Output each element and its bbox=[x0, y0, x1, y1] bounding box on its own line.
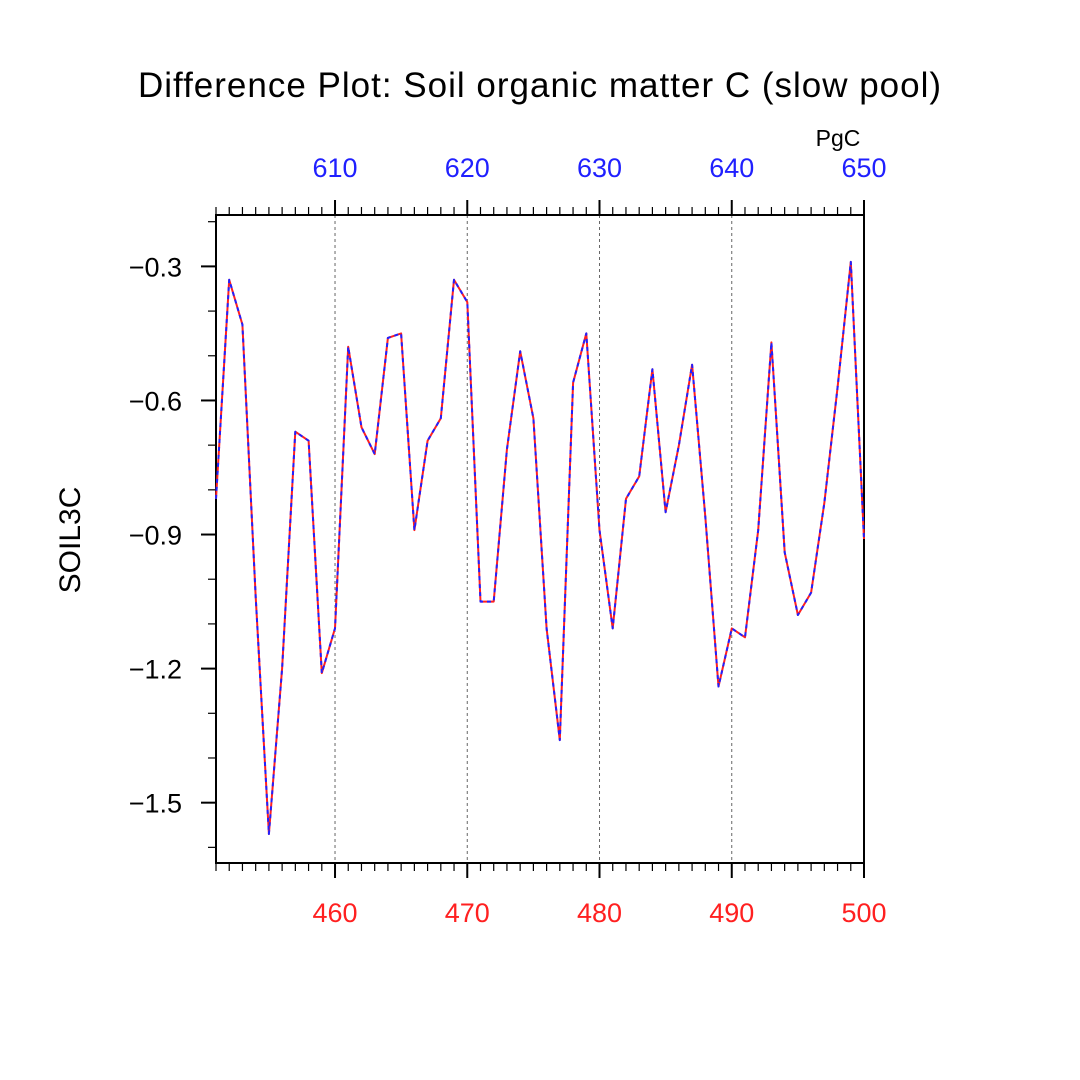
top-axis-unit: PgC bbox=[816, 125, 861, 151]
x-top-tick-label: 650 bbox=[841, 153, 886, 183]
x-top-tick-label: 620 bbox=[445, 153, 490, 183]
y-tick-label: −1.2 bbox=[129, 655, 182, 685]
y-axis-label: SOIL3C bbox=[54, 487, 87, 594]
y-tick-label: −0.3 bbox=[129, 252, 182, 282]
x-tick-label: 480 bbox=[577, 898, 622, 928]
series-line-bottom-axis bbox=[215, 260, 865, 835]
x-tick-label: 500 bbox=[841, 898, 886, 928]
y-tick-label: −0.6 bbox=[129, 386, 182, 416]
series-lines bbox=[215, 260, 865, 835]
axes bbox=[201, 200, 865, 878]
x-top-tick-label: 610 bbox=[312, 153, 357, 183]
x-top-tick-label: 640 bbox=[709, 153, 754, 183]
y-tick-label: −0.9 bbox=[129, 521, 182, 551]
chart-title: Difference Plot: Soil organic matter C (… bbox=[138, 66, 942, 105]
series-line-top-axis bbox=[215, 260, 865, 835]
tick-labels: 460 470 480 490 500 610 620 630 640 650 −0.3 −0.6 −0… bbox=[129, 153, 887, 928]
grid-lines bbox=[334, 215, 733, 863]
x-tick-label: 490 bbox=[709, 898, 754, 928]
x-tick-label: 470 bbox=[445, 898, 490, 928]
x-tick-label: 460 bbox=[312, 898, 357, 928]
x-top-tick-label: 630 bbox=[577, 153, 622, 183]
y-tick-label: −1.5 bbox=[129, 789, 182, 819]
